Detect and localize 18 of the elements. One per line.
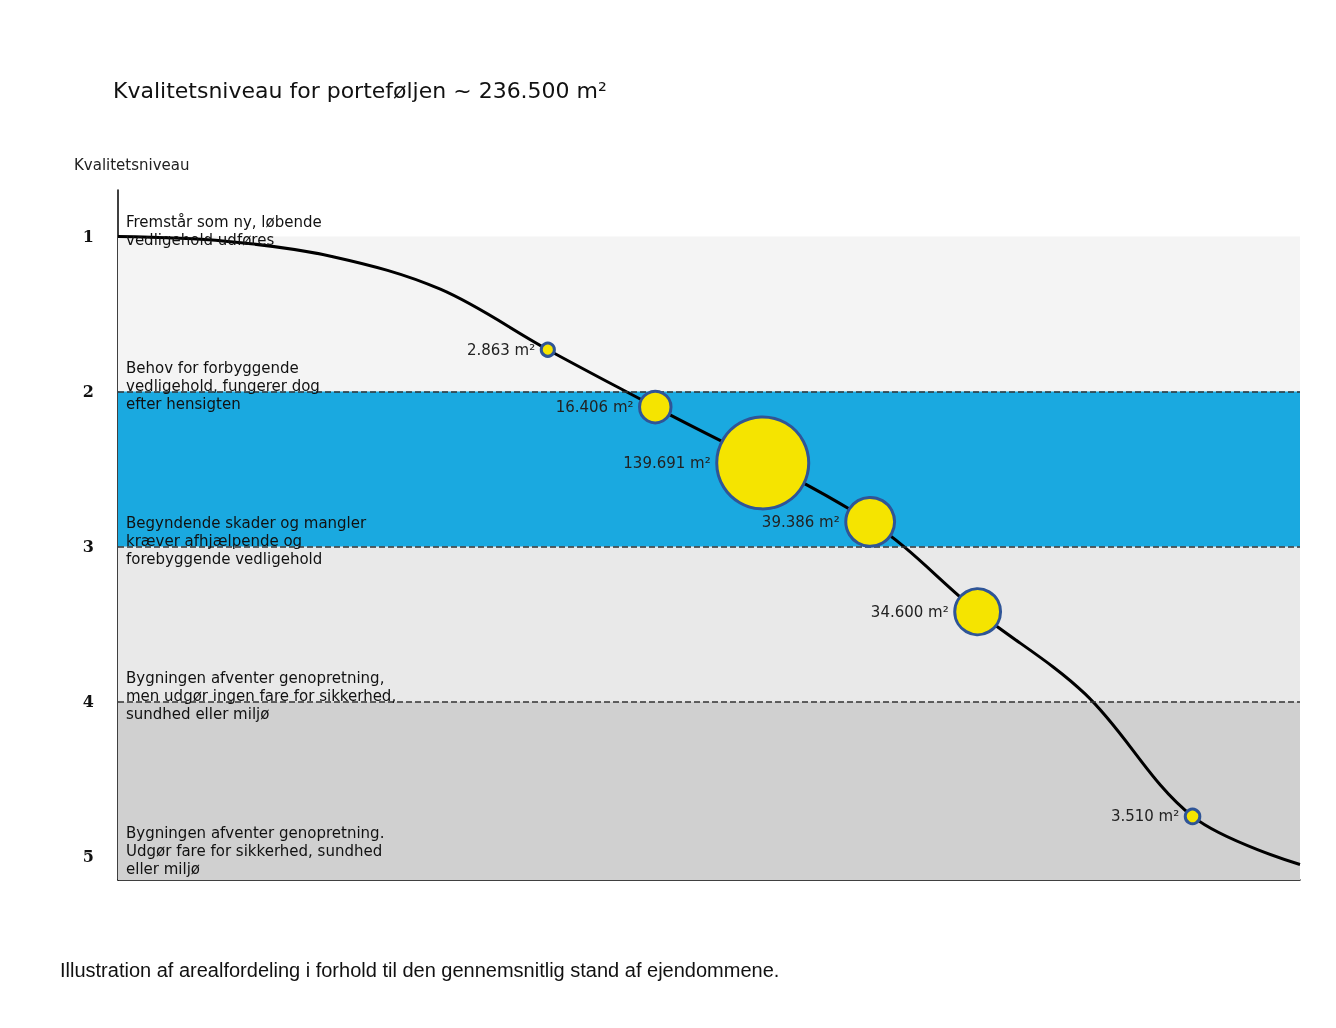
y-tick-label: 1: [82, 227, 94, 247]
annotation: 3.510 m²: [1110, 807, 1180, 826]
y-axis-title: Kvalitetsniveau: [74, 155, 190, 174]
annotation: Bygningen afventer genopretning. Udgør fare for sikkerhed, sundhed eller miljø: [126, 823, 385, 878]
annotation: 34.600 m²: [870, 602, 949, 621]
y-tick-label: 4: [82, 692, 94, 712]
y-tick-label: 2: [82, 382, 94, 402]
annotation: Begyndende skader og mangler kræver afhjælpende og forebyggende vedligehold: [126, 513, 368, 568]
annotation: 16.406 m²: [555, 398, 634, 417]
y-tick-label: 5: [82, 847, 94, 867]
annotation: 139.691 m²: [623, 453, 711, 472]
y-tick-label: 3: [82, 537, 94, 557]
chart-title: Kvalitetsniveau for porteføljen ~ 236.500 m²: [113, 77, 607, 103]
annotation: 39.386 m²: [761, 512, 840, 531]
annotation: 2.863 m²: [466, 340, 536, 359]
text: Illustration af arealfordeling i forhold til den gennemsnitlig stand af ejendommene.: [60, 959, 780, 981]
annotation: Behov for forbyggende vedligehold, fungerer dog efter hensigten: [126, 358, 320, 413]
annotation: Bygningen afventer genopretning, men udgør ingen fare for sikkerhed, sundhed eller miljø: [126, 668, 397, 723]
